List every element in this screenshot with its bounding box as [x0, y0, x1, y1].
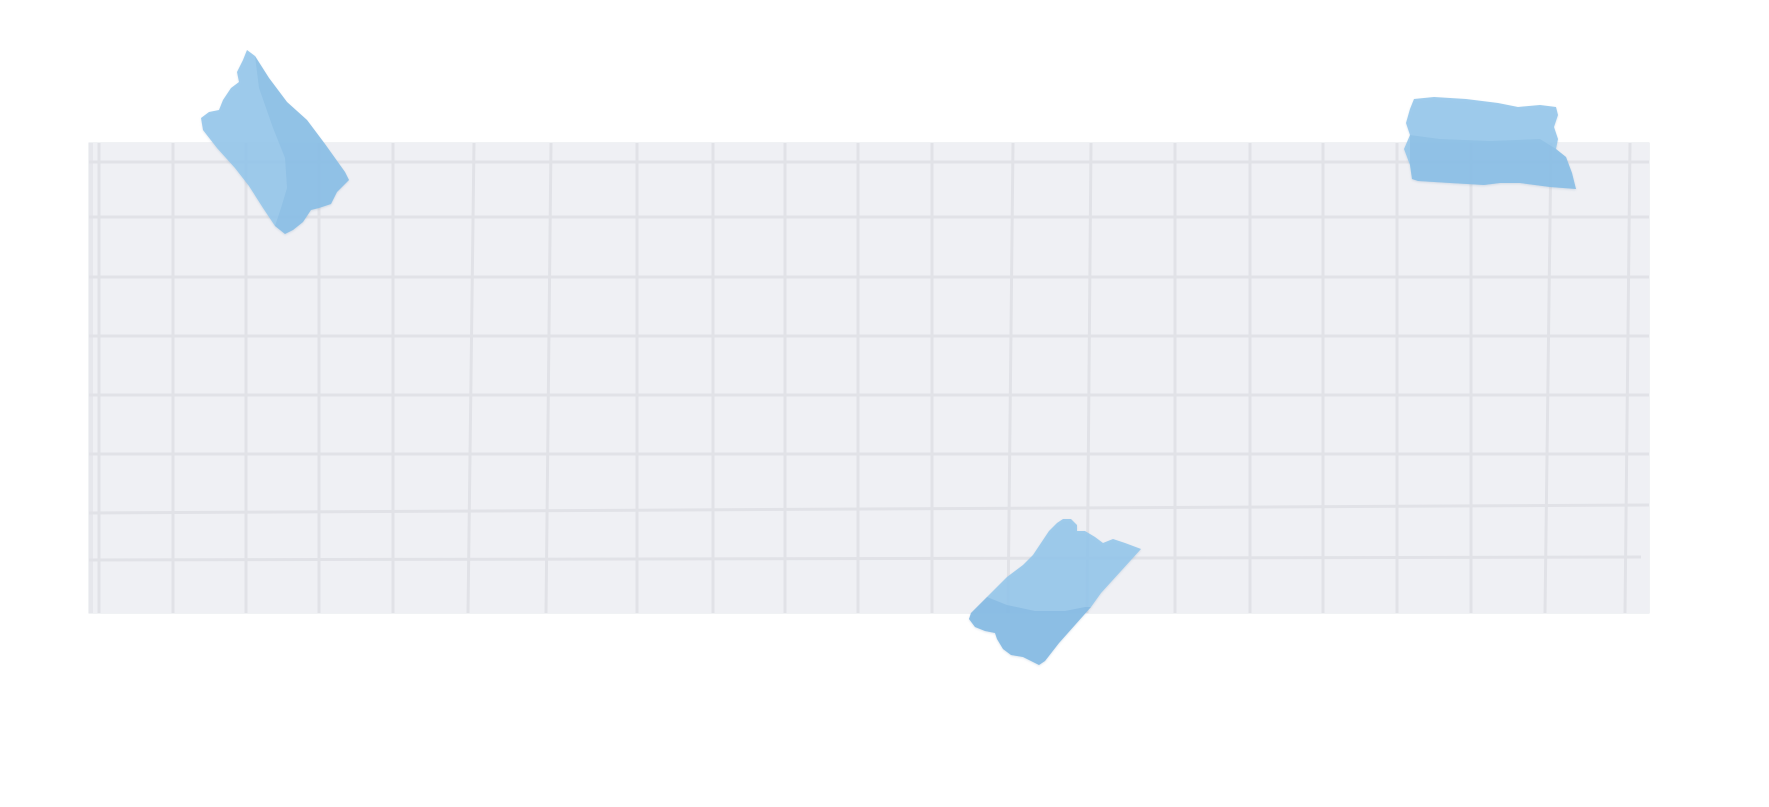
tape-top-left	[195, 48, 355, 240]
tape-top-right	[1400, 93, 1578, 195]
tape-bottom-center	[965, 515, 1147, 675]
